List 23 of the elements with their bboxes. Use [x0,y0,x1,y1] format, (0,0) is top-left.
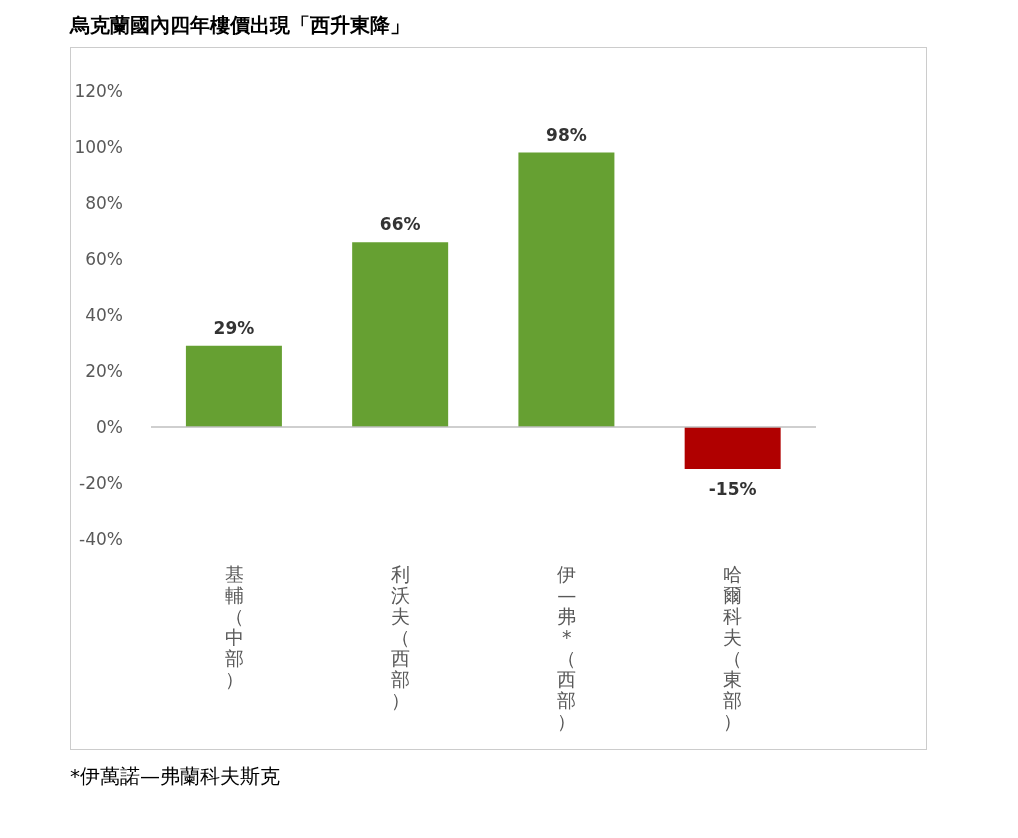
y-tick-label: 20% [85,361,123,382]
y-tick-label: -20% [79,473,123,494]
data-label: 98% [546,124,587,145]
y-tick-label: 40% [85,305,123,326]
data-label: 66% [379,214,421,235]
x-tick-label: 基輔（中部） [224,563,244,690]
y-tick-label: 60% [85,249,123,270]
data-label: -15% [708,479,757,499]
text: *伊萬諾—弗蘭科夫斯克 [70,763,280,790]
bar [684,427,781,469]
bar [352,242,449,427]
y-tick-label: 80% [85,193,123,214]
chart-title: 烏克蘭國內四年樓價出現「西升東降」 [70,12,410,39]
y-tick-label: 0% [96,417,123,438]
y-tick-label: -40% [79,529,123,550]
data-label: 29% [213,317,255,338]
x-tick-label: 哈爾科夫（東部） [723,563,743,732]
y-tick-label: 100% [74,137,123,158]
y-tick-label: 120% [74,81,123,102]
bar [185,345,282,427]
x-tick-label: 利沃夫（西部） [390,563,410,711]
x-tick-label: 伊—弗*（西部） [557,563,577,732]
bar [518,152,615,427]
